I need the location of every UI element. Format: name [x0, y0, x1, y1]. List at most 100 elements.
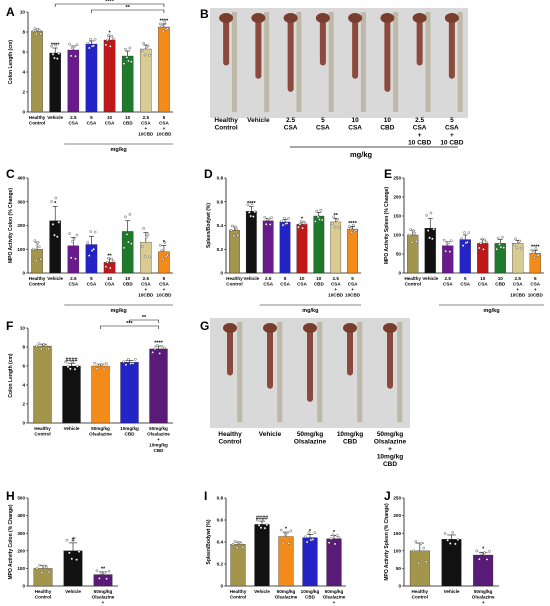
data-point: [314, 220, 317, 223]
photo-caption-line: Control: [218, 439, 241, 446]
data-point: [519, 246, 523, 250]
data-point: [304, 222, 307, 225]
data-point: [410, 240, 414, 244]
data-point: [111, 37, 115, 40]
data-point: [413, 232, 417, 235]
y-tick-label: 0.6: [217, 199, 224, 204]
bar: [279, 221, 291, 274]
photo-cecum: [444, 13, 459, 23]
photo-caption-line: +: [418, 132, 422, 139]
category-label: 10CBD: [156, 132, 172, 137]
data-point: [483, 238, 487, 242]
data-point: [537, 253, 541, 257]
data-point: [54, 43, 58, 47]
data-point: [148, 53, 151, 57]
photo-cecum: [315, 13, 330, 23]
y-tick-label: 10: [20, 326, 26, 331]
data-point: [42, 564, 46, 568]
data-point: [74, 257, 77, 261]
data-point: [69, 367, 72, 371]
category-label: CSA: [263, 282, 273, 287]
category-label: 5: [163, 115, 166, 120]
y-tick-label: 50: [396, 566, 402, 571]
data-point: [229, 228, 233, 232]
bar: [121, 231, 134, 274]
data-point: [419, 542, 423, 545]
bar: [120, 362, 139, 424]
category-label: CSA: [331, 282, 341, 287]
y-tick-label: 0.6: [217, 518, 224, 523]
photo-caption-line: CBD: [343, 439, 357, 446]
data-point: [287, 217, 290, 220]
y-axis-label: Colon Length (cm): [8, 40, 14, 84]
bar: [49, 52, 61, 113]
data-point: [280, 220, 283, 223]
y-tick-label: 0: [22, 110, 25, 115]
data-point: [337, 536, 341, 539]
photo-cecum: [283, 13, 298, 23]
data-point: [231, 224, 234, 228]
data-point: [257, 523, 261, 527]
data-point: [156, 344, 159, 347]
bar: [278, 536, 294, 587]
data-point: [531, 251, 535, 254]
data-point: [534, 247, 538, 250]
data-point: [111, 259, 115, 263]
data-point: [316, 215, 320, 219]
data-point: [37, 245, 41, 249]
data-point: [32, 29, 35, 33]
bracket-label: ***: [126, 321, 133, 327]
category-label: 10CBD: [138, 293, 154, 298]
panel-label: H: [6, 489, 15, 503]
data-point: [37, 28, 41, 32]
data-point: [122, 360, 125, 364]
data-point: [57, 220, 61, 224]
data-point: [163, 21, 166, 24]
data-point: [54, 196, 58, 200]
data-point: [279, 528, 283, 532]
data-point: [477, 246, 481, 250]
data-point: [426, 229, 430, 232]
y-tick-label: 200: [17, 548, 25, 553]
photo-caption-line: CSA: [348, 125, 362, 132]
data-point: [75, 43, 79, 47]
data-point: [270, 216, 273, 219]
y-tick-label: 100: [17, 247, 25, 252]
data-point: [122, 246, 126, 250]
category-label: Healthy: [35, 589, 52, 594]
bar: [85, 244, 98, 274]
data-point: [349, 227, 352, 230]
data-point: [72, 237, 76, 241]
data-point: [44, 344, 48, 347]
data-point: [246, 203, 250, 207]
y-tick-label: 100: [393, 233, 401, 238]
data-point: [407, 233, 411, 237]
bar: [442, 245, 454, 274]
data-point: [429, 211, 433, 215]
category-label: 5: [163, 276, 166, 281]
data-point: [33, 239, 37, 243]
category-label: Vehicle: [65, 589, 81, 594]
bar: [330, 221, 342, 274]
data-point: [350, 230, 354, 234]
y-tick-label: 50: [396, 252, 402, 257]
data-point: [331, 533, 335, 537]
significance-label: *: [285, 527, 288, 533]
data-point: [75, 558, 78, 561]
significance-label: ****: [247, 201, 256, 207]
photo-colon-specimen: [307, 326, 313, 402]
y-tick-label: 100: [17, 566, 25, 571]
bar: [326, 538, 342, 587]
significance-label: #: [71, 537, 74, 543]
significance-label: *: [482, 547, 485, 553]
photo-caption-line: CSA: [445, 125, 459, 132]
photo-cecum: [383, 323, 397, 333]
data-point: [102, 367, 106, 371]
data-point: [514, 237, 517, 241]
data-point: [484, 240, 488, 244]
data-point: [148, 255, 151, 259]
category-label: CSA: [141, 121, 151, 126]
category-label: Olsalazine: [92, 595, 115, 600]
